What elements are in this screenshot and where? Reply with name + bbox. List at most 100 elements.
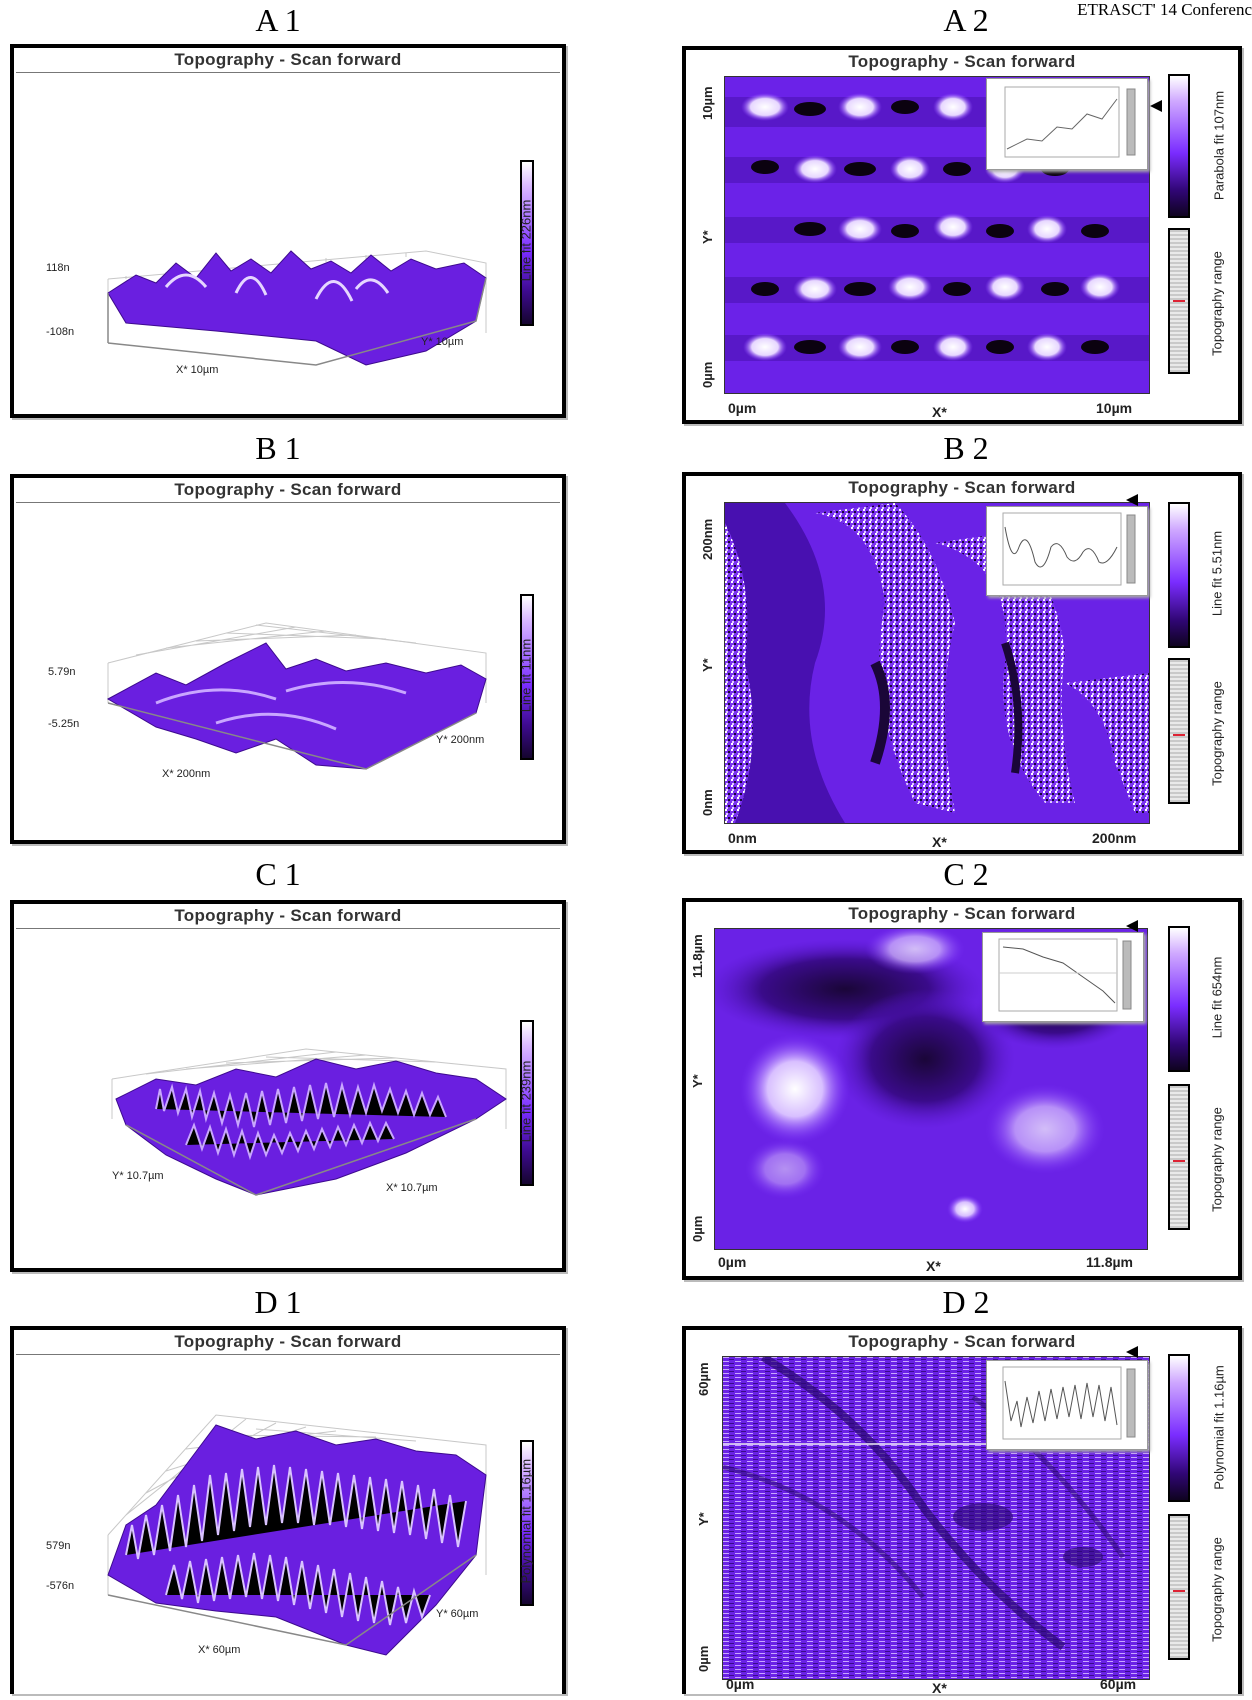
y-bottom-label: 0nm — [700, 789, 715, 816]
topography-range-label: Topography range — [1209, 681, 1225, 786]
x-left-label: 0nm — [728, 830, 757, 846]
panel-a1-3d: Topography - Scan forward 118n -108n X* … — [10, 44, 566, 418]
topography-range-bar — [1168, 228, 1190, 374]
figure-label-b2: B 2 — [943, 430, 989, 466]
plot-area: 118n -108n X* 10µm Y* 10µm — [16, 72, 560, 410]
surface-3d-plot: 118n -108n X* 10µm Y* 10µm — [46, 250, 487, 376]
x-axis-label: X* 10µm — [176, 364, 218, 376]
y-axis-label: Y* 10µm — [421, 336, 463, 348]
y-axis-label: Y* 200nm — [436, 734, 484, 746]
panel-title: Topography - Scan forward — [174, 906, 402, 925]
color-scale-bar — [1168, 926, 1190, 1072]
z-max-label: 118n — [46, 262, 70, 274]
z-min-label: -576n — [46, 1580, 74, 1592]
topography-image — [724, 502, 1150, 824]
y-top-label: 200nm — [700, 518, 715, 560]
panel-title: Topography - Scan forward — [174, 50, 402, 69]
x-right-label: 200nm — [1092, 830, 1137, 846]
y-mid-label: Y* — [700, 658, 715, 672]
line-profile-inset — [986, 78, 1148, 170]
y-mid-label: Y* — [696, 1512, 711, 1526]
surface-3d-plot: Y* 10.7µm X* 10.7µm — [111, 1048, 507, 1196]
y-mid-label: Y* — [690, 1074, 705, 1088]
scale-pointer-icon — [1126, 1346, 1138, 1358]
panel-b2-2d: Topography - Scan forward — [682, 472, 1242, 854]
x-right-label: 60µm — [1100, 1676, 1137, 1692]
figure-label-d1: D 1 — [254, 1284, 302, 1320]
y-mid-label: Y* — [700, 230, 715, 244]
plot-area: Y* 10.7µm X* 10.7µm — [16, 928, 560, 1264]
topography-image — [722, 1356, 1150, 1680]
panel-c1-3d: Topography - Scan forward Y* 10.7µm X* 1… — [10, 900, 566, 1272]
topography-image — [724, 76, 1150, 394]
scale-pointer-icon — [1126, 494, 1138, 506]
y-bottom-label: 0µm — [690, 1215, 705, 1242]
color-scale-label: Line fit 226nm — [518, 199, 534, 282]
surface-3d-plot: 579n -576n X* 60µm Y* 60µm — [46, 1414, 487, 1656]
y-bottom-label: 0µm — [700, 361, 715, 388]
panel-title: Topography - Scan forward — [848, 52, 1076, 71]
x-axis-label: X* 200nm — [162, 768, 210, 780]
x-axis-label: X* 10.7µm — [386, 1182, 438, 1194]
panel-title: Topography - Scan forward — [848, 1332, 1076, 1351]
topography-range-bar — [1168, 1514, 1190, 1660]
color-scale-bar — [520, 160, 534, 326]
color-scale-bar — [520, 1020, 534, 1186]
color-scale-bar — [520, 594, 534, 760]
figure-label-b1: B 1 — [255, 430, 301, 466]
figure-label-a2: A 2 — [943, 2, 989, 38]
panel-d2-2d: Topography - Scan forward — [682, 1326, 1242, 1696]
panel-b1-3d: Topography - Scan forward 5.79n -5.25n X… — [10, 474, 566, 844]
panel-c2-2d: Topography - Scan forward Line fit 65 — [682, 898, 1242, 1280]
color-scale-bar — [1168, 74, 1190, 218]
x-left-label: 0µm — [718, 1254, 747, 1270]
color-scale-label: Line fit 5.51nm — [1209, 530, 1225, 617]
color-scale-label: Polynomial fit 1.16µm — [518, 1458, 534, 1584]
surface-3d-plot: 5.79n -5.25n X* 200nm Y* 200nm — [48, 622, 487, 780]
x-mid-label: X* — [932, 404, 947, 420]
topography-image — [714, 928, 1148, 1250]
surface-shape — [115, 1058, 507, 1196]
figure-label-a1: A 1 — [255, 2, 301, 38]
color-scale-bar — [520, 1440, 534, 1606]
x-mid-label: X* — [926, 1258, 941, 1274]
topography-range-label: Topography range — [1209, 251, 1225, 356]
plot-area: 5.79n -5.25n X* 200nm Y* 200nm — [16, 502, 560, 836]
x-left-label: 0µm — [728, 400, 757, 416]
color-scale-label: Polynomial fit 1.16µm — [1211, 1365, 1227, 1490]
color-scale-label: Line fit 654nm — [1209, 956, 1225, 1039]
y-axis-label: Y* 60µm — [436, 1608, 478, 1620]
topography-range-bar — [1168, 1084, 1190, 1230]
color-scale-bar — [1168, 502, 1190, 648]
scale-pointer-icon — [1126, 920, 1138, 932]
color-scale-label: Parabola fit 107nm — [1211, 90, 1227, 201]
topography-range-bar — [1168, 658, 1190, 804]
x-right-label: 11.8µm — [1086, 1254, 1133, 1270]
line-profile-inset — [982, 932, 1144, 1022]
topography-range-label: Topography range — [1209, 1537, 1225, 1642]
y-bottom-label: 0µm — [696, 1645, 711, 1672]
figure-label-c2: C 2 — [943, 856, 989, 892]
panel-title: Topography - Scan forward — [848, 904, 1076, 923]
panel-a2-2d: Topography - Scan forward — [682, 46, 1242, 424]
y-top-label: 10µm — [700, 86, 715, 120]
z-max-label: 5.79n — [48, 666, 76, 678]
color-scale-label: Line fit 239nm — [518, 1060, 534, 1143]
panel-d1-3d: Topography - Scan forward 579n -576n X* … — [10, 1326, 566, 1694]
z-max-label: 579n — [46, 1540, 70, 1552]
y-top-label: 60µm — [696, 1362, 711, 1396]
panel-title: Topography - Scan forward — [174, 480, 402, 499]
z-min-label: -5.25n — [48, 718, 79, 730]
line-profile-inset — [986, 1360, 1148, 1450]
conference-header: ETRASCT' 14 Conferenc — [1077, 0, 1252, 19]
x-mid-label: X* — [932, 1680, 947, 1696]
panel-title: Topography - Scan forward — [174, 1332, 402, 1351]
z-min-label: -108n — [46, 326, 74, 338]
color-scale-bar — [1168, 1354, 1190, 1502]
y-top-label: 11.8µm — [690, 934, 705, 978]
x-right-label: 10µm — [1096, 400, 1133, 416]
panel-title: Topography - Scan forward — [848, 478, 1076, 497]
surface-shape — [107, 250, 487, 366]
topography-range-label: Topography range — [1209, 1107, 1225, 1212]
scale-pointer-icon — [1150, 100, 1162, 112]
